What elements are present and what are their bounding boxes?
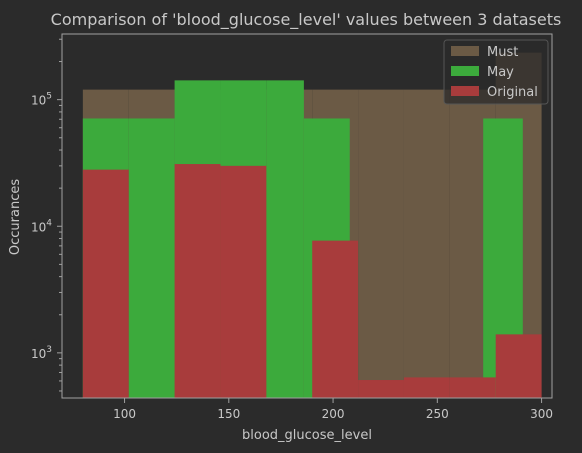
legend-label-may: May <box>487 65 514 80</box>
y-tick-label-10000: 104 <box>31 218 52 234</box>
x-tick-label-150: 150 <box>217 407 240 421</box>
bar-may-1 <box>128 118 175 398</box>
bar-original-3 <box>312 240 359 398</box>
legend-label-original: Original <box>487 85 538 100</box>
x-tick-label-100: 100 <box>113 407 136 421</box>
bars-layer <box>82 52 542 399</box>
plot-frame <box>61 33 553 399</box>
bar-original-6 <box>449 377 496 398</box>
bar-must-7 <box>403 89 450 398</box>
bar-original-0 <box>82 169 129 398</box>
y-tick-label-100000: 105 <box>31 92 52 108</box>
bar-original-7 <box>495 334 542 398</box>
legend-swatch-may <box>451 66 479 76</box>
legend: Must May Original <box>443 39 549 105</box>
x-tick-label-200: 200 <box>322 407 345 421</box>
bar-may-4 <box>266 80 304 398</box>
y-tick-label-1000: 103 <box>31 345 52 361</box>
bar-original-2 <box>220 165 267 398</box>
x-tick-label-250: 250 <box>426 407 449 421</box>
x-tick-label-300: 300 <box>530 407 553 421</box>
bar-original-1 <box>174 164 221 398</box>
bar-original-5 <box>403 377 450 398</box>
legend-label-must: Must <box>487 45 518 60</box>
bar-must-6 <box>358 89 404 398</box>
y-axis-label: Occurances <box>8 179 23 255</box>
bar-original-4 <box>358 380 404 398</box>
y-axis: 103 104 105 <box>31 38 62 392</box>
legend-swatch-original <box>451 86 479 96</box>
legend-swatch-must <box>451 46 479 56</box>
x-axis: 100 150 200 250 300 <box>113 398 553 421</box>
chart-title: Comparison of 'blood_glucose_level' valu… <box>51 10 562 30</box>
x-axis-label: blood_glucose_level <box>242 428 372 443</box>
